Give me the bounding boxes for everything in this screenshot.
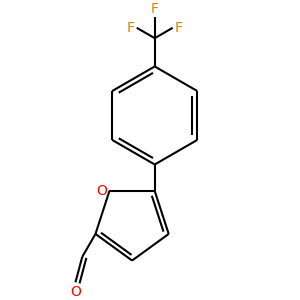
Text: O: O bbox=[70, 285, 81, 299]
Text: F: F bbox=[175, 21, 183, 35]
Text: F: F bbox=[127, 21, 135, 35]
Text: O: O bbox=[96, 184, 106, 198]
Text: F: F bbox=[151, 2, 159, 16]
